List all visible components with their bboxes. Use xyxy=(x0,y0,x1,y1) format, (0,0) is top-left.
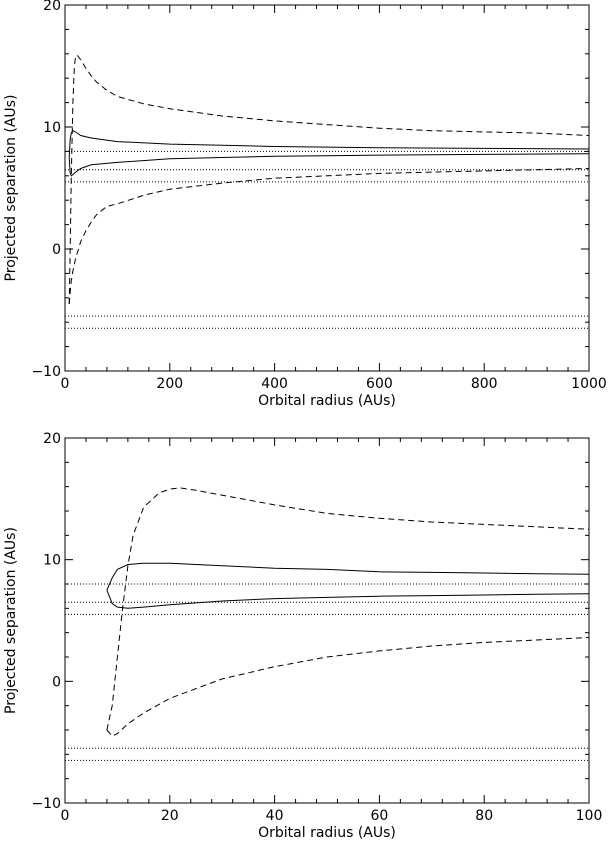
x-tick-label: 800 xyxy=(471,376,498,392)
x-tick-label: 100 xyxy=(576,808,603,824)
x-tick-label: 40 xyxy=(266,808,284,824)
x-axis-label: Orbital radius (AUs) xyxy=(258,393,396,409)
x-tick-label: 60 xyxy=(370,808,388,824)
series-dashed-line xyxy=(106,487,589,731)
series-solid-line xyxy=(68,130,589,158)
plot-frame xyxy=(64,437,590,804)
x-tick-label: 0 xyxy=(61,808,70,824)
y-tick-label: 10 xyxy=(43,120,61,136)
x-tick-label: 80 xyxy=(475,808,493,824)
y-tick-label: 10 xyxy=(43,553,61,569)
y-tick-label: −10 xyxy=(31,796,61,812)
x-tick-label: 200 xyxy=(156,376,183,392)
x-tick-label: 1000 xyxy=(571,376,607,392)
x-tick-label: 0 xyxy=(61,376,70,392)
series-dashed-line xyxy=(68,54,589,304)
y-tick-label: 20 xyxy=(43,0,61,14)
plot-frame xyxy=(64,4,590,372)
x-axis-label: Orbital radius (AUs) xyxy=(258,825,396,841)
x-tick-label: 600 xyxy=(366,376,393,392)
series-solid-line-lower xyxy=(68,153,589,177)
series-dashed-line xyxy=(68,168,589,304)
y-axis-label: Projected separation (AUs) xyxy=(3,527,19,714)
y-tick-label: −10 xyxy=(31,364,61,380)
series-solid-line xyxy=(106,562,589,591)
y-tick-label: 0 xyxy=(52,242,61,258)
y-axis-label: Projected separation (AUs) xyxy=(3,95,19,282)
series-solid-line-lower xyxy=(106,589,589,609)
y-tick-label: 20 xyxy=(43,431,61,447)
x-tick-label: 20 xyxy=(161,808,179,824)
series-dashed-line xyxy=(106,637,589,737)
x-tick-label: 400 xyxy=(261,376,288,392)
y-tick-label: 0 xyxy=(52,674,61,690)
